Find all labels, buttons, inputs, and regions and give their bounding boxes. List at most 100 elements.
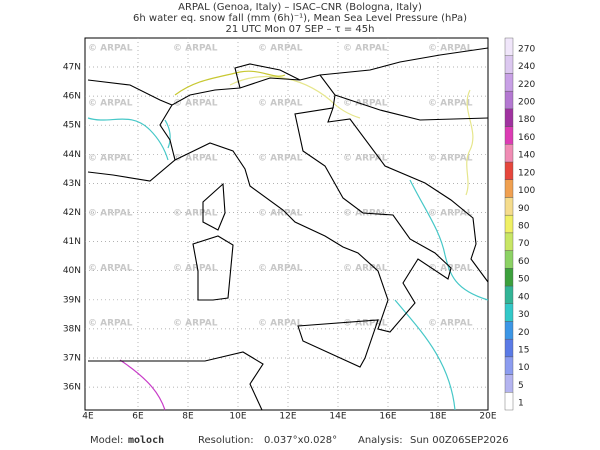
watermark: © ARPAL xyxy=(428,99,473,109)
colorbar-swatch xyxy=(504,285,514,304)
lon-label: 20E xyxy=(479,412,496,422)
colorbar-swatch xyxy=(504,356,514,375)
watermark: © ARPAL xyxy=(173,44,218,54)
colorbar-label: 15 xyxy=(518,346,529,356)
footer-label: Analysis: xyxy=(358,435,403,446)
lon-label: 12E xyxy=(279,412,296,422)
watermark: © ARPAL xyxy=(343,264,388,274)
contour xyxy=(229,75,361,119)
lat-label: 44N xyxy=(63,150,81,160)
footer-value: 0.037°x0.028° xyxy=(264,435,337,446)
colorbar-label: 5 xyxy=(518,381,524,391)
colorbar-label: 80 xyxy=(518,222,530,232)
coastline xyxy=(297,319,379,368)
watermark: © ARPAL xyxy=(428,154,473,164)
watermark: © ARPAL xyxy=(258,99,303,109)
colorbar-swatch xyxy=(504,126,514,145)
watermark: © ARPAL xyxy=(428,319,473,329)
colorbar: 1510152030405060708090100120140160180200… xyxy=(504,37,535,411)
lat-label: 39N xyxy=(63,295,81,305)
footer-value: Sun 00Z06SEP2026 xyxy=(410,435,509,446)
colorbar-swatch xyxy=(504,374,514,393)
lat-label: 40N xyxy=(63,266,81,276)
contours xyxy=(87,70,489,411)
contour xyxy=(409,179,489,301)
colorbar-label: 1 xyxy=(518,399,524,409)
colorbar-label: 50 xyxy=(518,275,530,285)
contour xyxy=(119,359,166,411)
colorbar-label: 140 xyxy=(518,151,535,161)
coastline xyxy=(88,351,264,411)
coastline xyxy=(202,182,226,231)
colorbar-swatch xyxy=(504,268,514,287)
lat-label: 37N xyxy=(63,354,81,364)
contour xyxy=(87,117,169,161)
watermark: © ARPAL xyxy=(343,44,388,54)
watermark: © ARPAL xyxy=(88,99,133,109)
header-line: ARPAL (Genoa, Italy) – ISAC–CNR (Bologna… xyxy=(178,2,422,13)
colorbar-swatch xyxy=(504,108,514,127)
lat-label: 42N xyxy=(63,208,81,218)
lat-label: 38N xyxy=(63,324,81,334)
colorbar-swatch xyxy=(504,321,514,340)
lat-label: 41N xyxy=(63,237,81,247)
longitude-labels: 4E 6E 8E 10E 12E 14E 16E 18E 20E xyxy=(82,412,497,422)
watermark: © ARPAL xyxy=(88,264,133,274)
watermark: © ARPAL xyxy=(88,209,133,219)
colorbar-label: 60 xyxy=(518,257,530,267)
lat-label: 45N xyxy=(63,121,81,131)
lat-label: 43N xyxy=(63,179,81,189)
lon-label: 14E xyxy=(329,412,346,422)
watermark: © ARPAL xyxy=(343,319,388,329)
watermark: © ARPAL xyxy=(343,99,388,109)
colorbar-label: 220 xyxy=(518,80,535,90)
watermark: © ARPAL xyxy=(258,319,303,329)
colorbar-swatch xyxy=(504,214,514,234)
coastline xyxy=(192,235,234,301)
watermark: © ARPAL xyxy=(258,44,303,54)
lat-label: 46N xyxy=(63,92,81,102)
colorbar-swatch xyxy=(504,144,514,163)
plot-area: © ARPAL © ARPAL © ARPAL © ARPAL © ARPAL © ARP… xyxy=(84,37,489,411)
colorbar-label: 240 xyxy=(518,62,535,72)
lon-label: 10E xyxy=(229,412,246,422)
coastline xyxy=(87,107,489,333)
header-line: 21 UTC Mon 07 SEP – τ = 45h xyxy=(226,24,375,35)
frame xyxy=(84,37,489,411)
watermark: © ARPAL xyxy=(173,209,218,219)
colorbar-label: 270 xyxy=(518,44,535,54)
footer: Model: moloch Resolution: 0.037°x0.028° … xyxy=(90,435,509,446)
colorbar-label: 30 xyxy=(518,310,530,320)
colorbar-swatch xyxy=(504,73,514,92)
header-line: 6h water eq. snow fall (mm (6h)⁻¹), Mean… xyxy=(133,13,467,24)
watermark: © ARPAL xyxy=(258,154,303,164)
colorbar-swatch xyxy=(504,303,514,322)
watermark: © ARPAL xyxy=(88,154,133,164)
coastlines xyxy=(87,47,489,411)
colorbar-swatch xyxy=(504,232,514,251)
contour xyxy=(174,70,286,96)
footer-label: Model: xyxy=(90,435,123,446)
contour xyxy=(164,119,171,149)
colorbar-label: 20 xyxy=(518,328,530,338)
watermark: © ARPAL xyxy=(173,99,218,109)
colorbar-label: 40 xyxy=(518,292,530,302)
colorbar-swatch xyxy=(504,37,514,56)
colorbar-label: 160 xyxy=(518,133,535,143)
lat-label: 36N xyxy=(63,383,81,393)
colorbar-swatch xyxy=(504,90,514,110)
lon-label: 16E xyxy=(379,412,396,422)
colorbar-swatch xyxy=(504,392,514,411)
lon-label: 6E xyxy=(132,412,144,422)
watermark: © ARPAL xyxy=(258,264,303,274)
colorbar-label: 100 xyxy=(518,186,535,196)
watermark: © ARPAL xyxy=(173,154,218,164)
colorbar-label: 200 xyxy=(518,98,535,108)
colorbar-label: 90 xyxy=(518,204,530,214)
contour xyxy=(465,89,474,196)
colorbar-swatch xyxy=(504,161,514,180)
lon-label: 18E xyxy=(429,412,446,422)
latitude-labels: 47N 46N 45N 44N 43N 42N 41N 40N 39N 38N 37N 36N xyxy=(63,63,81,393)
colorbar-swatch xyxy=(504,55,514,74)
